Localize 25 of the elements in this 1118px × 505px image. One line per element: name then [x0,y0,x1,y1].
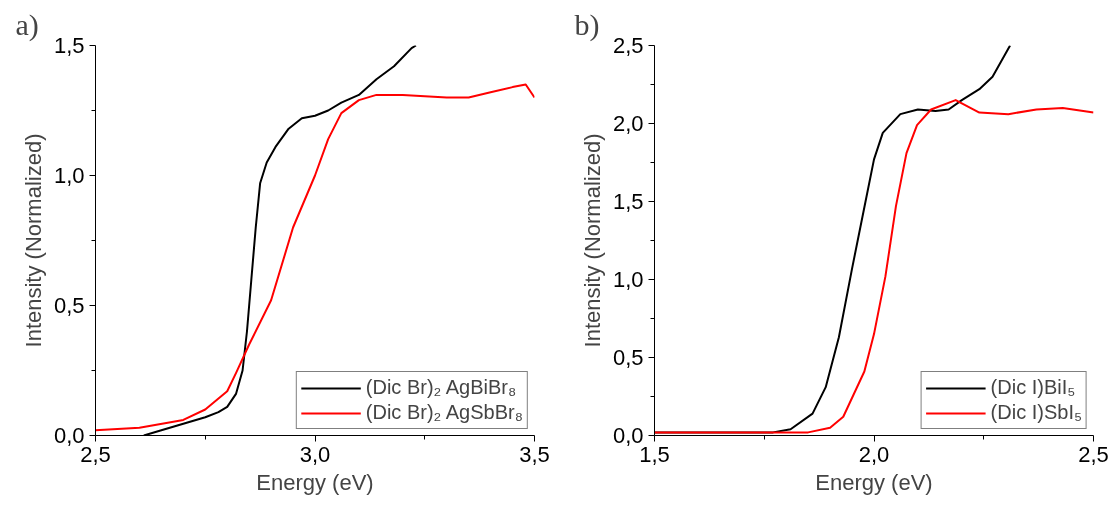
y-tick-label: 0,5 [612,345,644,370]
x-tick-label: 2,0 [858,441,890,467]
y-tick-label: 1,0 [612,267,644,292]
y-tick-label: 2,5 [612,33,644,58]
x-tick-label: 2,5 [1078,441,1109,467]
legend-label: (Dic Br)₂ AgBiBr₈ [365,376,517,399]
y-tick-label: 0,0 [53,423,85,448]
y-tick-label: 0,5 [53,293,85,318]
legend-label: (Dic Br)₂ AgSbBr₈ [365,401,523,424]
y-tick-label: 0,0 [612,423,644,448]
legend-label: (Dic I)BiI₅ [990,376,1076,399]
y-tick-label: 1,5 [53,33,85,58]
x-tick-label: 3,5 [519,441,550,467]
line-series [95,83,535,432]
y-tick-label: 1,0 [53,163,85,188]
y-axis-title: Intensity (Normalized) [579,133,605,348]
x-axis-title: Energy (eV) [256,469,374,495]
y-tick-label: 2,0 [612,111,644,136]
y-tick-label: 1,5 [612,189,644,214]
x-tick-label: 3,0 [299,441,331,467]
chart-title: a) [15,7,39,42]
legend-label: (Dic I)SbI₅ [990,401,1082,424]
chart-title: b) [574,7,600,42]
y-axis-title: Intensity (Normalized) [20,133,46,348]
x-axis-title: Energy (eV) [815,469,933,495]
